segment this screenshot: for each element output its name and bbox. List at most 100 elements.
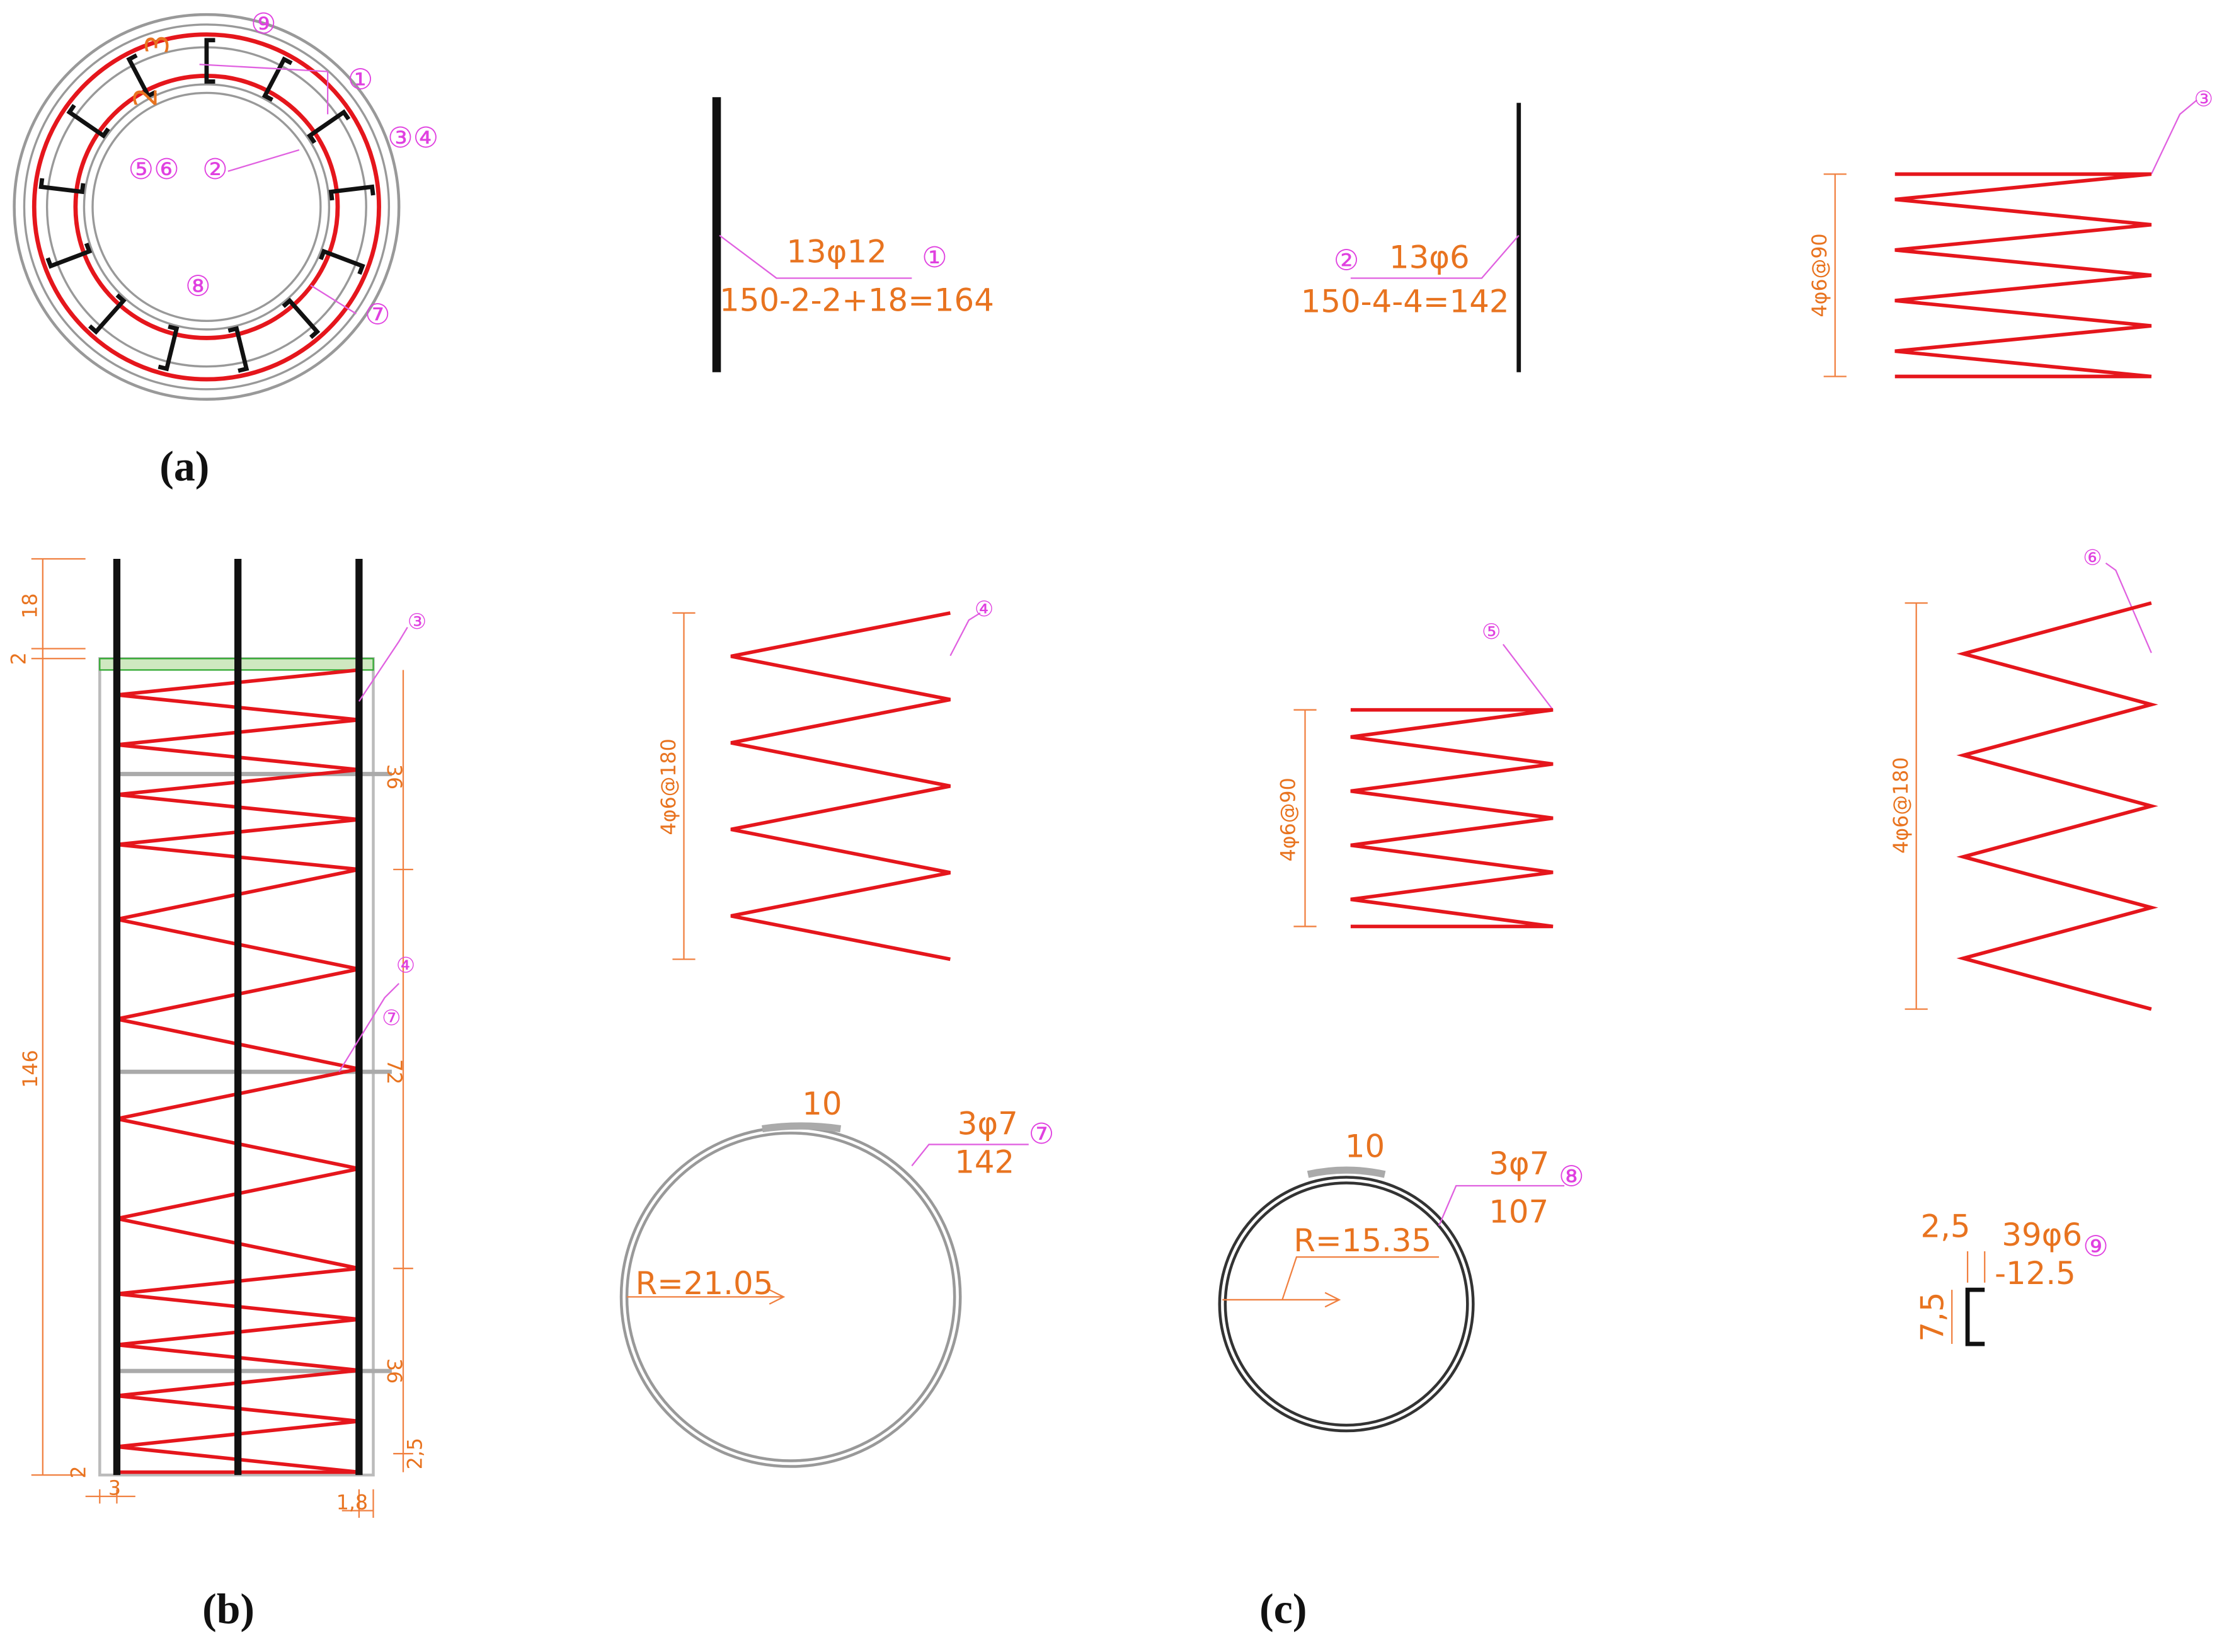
- spacing: 4φ6@180: [658, 738, 680, 835]
- leader: [338, 626, 408, 1072]
- dimension-line: [1293, 709, 1317, 927]
- dimension: 2,5: [1920, 1208, 1970, 1244]
- callout: ④: [975, 597, 994, 621]
- callout: ⑤: [1482, 619, 1501, 644]
- bar-length: 150-4-4=142: [1301, 284, 1509, 320]
- callout: ⑥: [2083, 545, 2102, 570]
- dimension: 36: [382, 1358, 405, 1384]
- dimension: 72: [382, 1059, 405, 1084]
- dimension: 2,5: [404, 1438, 427, 1469]
- stirrup: [66, 103, 110, 139]
- radius: R=15.35: [1293, 1222, 1431, 1259]
- ring-length: 107: [1489, 1194, 1549, 1230]
- spacing: 4φ6@180: [1890, 757, 1913, 854]
- dimension: 1,8: [336, 1491, 368, 1514]
- stirrup-spec: 39φ6: [2002, 1217, 2082, 1253]
- ring: [13, 13, 401, 401]
- ring: [83, 83, 331, 331]
- stirrup: [158, 324, 180, 372]
- callout: ①: [348, 62, 374, 96]
- dimension: 2: [68, 1466, 91, 1479]
- stirrup: [204, 38, 215, 84]
- callout: ②: [1334, 244, 1360, 277]
- leader: [1350, 234, 1520, 279]
- dimension: 2: [128, 87, 164, 107]
- ring: [23, 23, 391, 391]
- stirrup: [261, 56, 293, 102]
- stirrup: [282, 297, 321, 339]
- stirrup: [319, 248, 365, 275]
- panel-label: (c): [1259, 1585, 1307, 1632]
- elevation: [113, 558, 392, 1476]
- overlap-length: 10: [1345, 1128, 1385, 1165]
- section-view: [13, 13, 401, 401]
- panel-label: (a): [159, 442, 209, 490]
- callout: ⑦: [365, 298, 391, 331]
- stirrup: [328, 184, 375, 201]
- leader: [949, 612, 981, 657]
- callout: ③: [408, 609, 427, 634]
- stirrup: [88, 293, 127, 335]
- stirrup: [38, 178, 86, 195]
- dimension-line: [31, 558, 413, 1518]
- dimension-line: [1951, 1251, 1986, 1345]
- callout: ⑨: [2083, 1230, 2109, 1263]
- spiral: [1894, 172, 2152, 379]
- stirrup: [45, 243, 93, 269]
- bar-spec: 13φ6: [1389, 239, 1470, 276]
- callout: ⑨: [251, 7, 277, 40]
- spiral: [1350, 708, 1554, 929]
- overlap-length: 10: [802, 1086, 842, 1122]
- overlap: [762, 1122, 842, 1133]
- callout: ②: [202, 152, 228, 186]
- leader: [719, 234, 912, 279]
- radius-line: [1222, 1256, 1440, 1308]
- overlap: [1307, 1166, 1386, 1178]
- ring: [1221, 1178, 1472, 1430]
- callout: ①: [922, 241, 948, 274]
- ring-spec: 3φ7: [1489, 1145, 1549, 1182]
- stirrup: [126, 53, 158, 99]
- dimension-line: [1823, 173, 1847, 377]
- dimension-line: [1905, 602, 1928, 1010]
- panel-label: (b): [202, 1585, 255, 1632]
- dimension: -12.5: [1995, 1255, 2076, 1292]
- stirrup: [1965, 1287, 1985, 1346]
- callout: ⑦: [1029, 1117, 1055, 1150]
- stirrup: [227, 326, 249, 373]
- callout: ⑧: [185, 269, 211, 302]
- callout: ⑤⑥: [129, 152, 180, 186]
- dimension: 7,5: [1915, 1292, 1951, 1342]
- spacing: 4φ6@90: [1278, 777, 1300, 861]
- ring-length: 142: [954, 1144, 1014, 1181]
- dimension: 146: [20, 1050, 42, 1087]
- ring-spec: 3φ7: [958, 1106, 1018, 1142]
- dimension: 3: [139, 35, 176, 55]
- dimension: 18: [20, 593, 42, 618]
- ring: [622, 1128, 959, 1466]
- ring: [45, 46, 367, 368]
- ring: [32, 32, 381, 382]
- callout: ⑧: [1559, 1160, 1584, 1193]
- spiral: [730, 611, 951, 961]
- leader: [2105, 562, 2152, 653]
- ring: [91, 91, 322, 323]
- dimension: 2: [8, 652, 31, 665]
- callout: ⑦: [382, 1006, 401, 1030]
- callout: ③④: [387, 121, 438, 154]
- bar-spec: 13φ12: [786, 234, 886, 270]
- leader: [911, 1144, 1029, 1167]
- leader: [199, 64, 357, 314]
- radius: R=21.05: [636, 1265, 774, 1302]
- spiral: [1956, 601, 2158, 1011]
- dimension: 36: [382, 764, 405, 789]
- radius-line: [627, 1289, 786, 1305]
- leader: [2150, 99, 2197, 175]
- bar-length: 150-2-2+18=164: [719, 282, 994, 318]
- spacing: 4φ6@90: [1809, 233, 1831, 317]
- stirrup: [306, 109, 351, 144]
- leader: [1502, 643, 1554, 711]
- callout: ④: [396, 953, 415, 977]
